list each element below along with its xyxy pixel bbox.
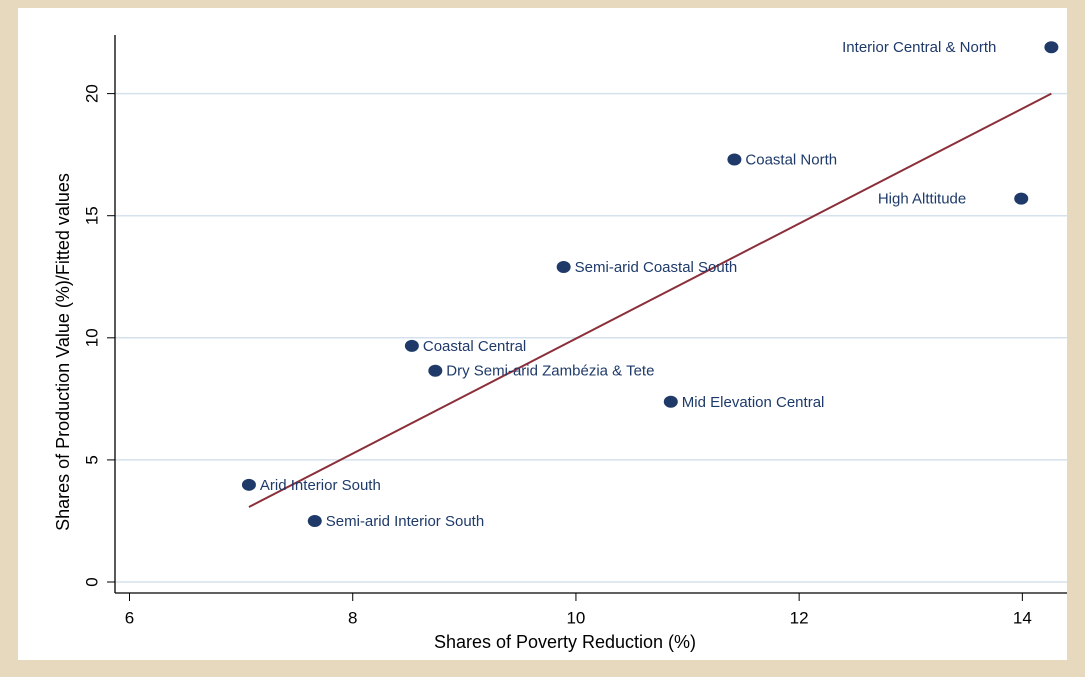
y-tick-label: 5 xyxy=(82,455,101,464)
point-label: High Alttitude xyxy=(878,191,966,208)
point xyxy=(404,339,419,352)
y-tick-label: 20 xyxy=(82,84,101,103)
point xyxy=(307,514,322,527)
point xyxy=(428,364,443,377)
point-label: Coastal North xyxy=(745,152,837,169)
point xyxy=(663,395,678,408)
y-tick-label: 10 xyxy=(82,328,101,347)
point-label: Arid Interior South xyxy=(260,477,381,494)
y-tick-label: 15 xyxy=(82,206,101,225)
fitted-line xyxy=(248,92,1052,508)
point-label: Interior Central & North xyxy=(842,39,996,56)
point xyxy=(1044,41,1059,54)
point-label: Mid Elevation Central xyxy=(682,394,825,411)
y-tick-label: 0 xyxy=(82,577,101,586)
x-axis-title: Shares of Poverty Reduction (%) xyxy=(434,632,696,652)
plot-panel xyxy=(18,8,1067,660)
y-axis-title: Shares of Production Value (%)/Fitted va… xyxy=(53,173,73,531)
point xyxy=(727,153,742,166)
x-tick-label: 8 xyxy=(348,608,357,627)
point xyxy=(241,478,256,491)
x-tick-label: 6 xyxy=(125,608,134,627)
x-tick-label: 14 xyxy=(1013,608,1032,627)
x-tick-label: 10 xyxy=(566,608,585,627)
point-label: Dry Semi-arid Zambézia & Tete xyxy=(446,363,654,380)
point-label: Semi-arid Interior South xyxy=(326,513,484,530)
point xyxy=(1014,192,1029,205)
point-label: Coastal Central xyxy=(423,338,526,355)
point-label: Semi-arid Coastal South xyxy=(575,259,738,276)
x-tick-label: 12 xyxy=(790,608,809,627)
point xyxy=(556,260,571,273)
